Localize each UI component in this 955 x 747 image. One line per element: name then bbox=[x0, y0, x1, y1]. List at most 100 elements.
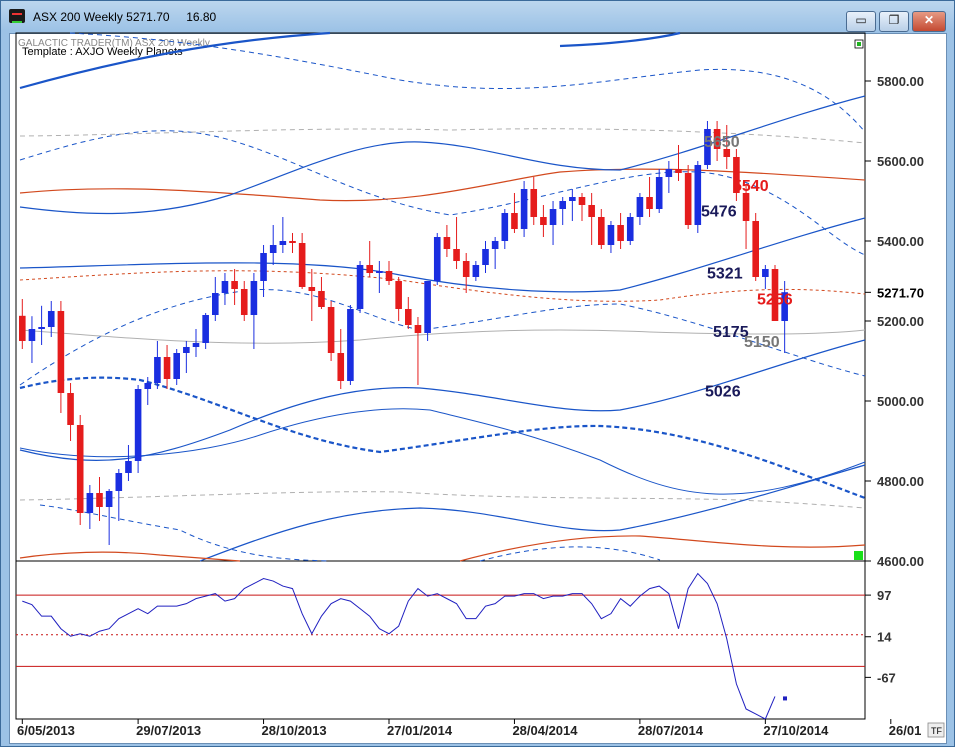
candle-body bbox=[19, 315, 26, 341]
candle bbox=[771, 265, 779, 321]
planet-line-blue-top bbox=[19, 31, 681, 90]
candle bbox=[154, 341, 161, 389]
candle bbox=[231, 269, 238, 305]
candle-body bbox=[183, 347, 190, 353]
candle-body bbox=[96, 493, 103, 507]
candle-body bbox=[163, 357, 171, 379]
candle-body bbox=[279, 241, 287, 245]
restore-button[interactable]: ❐ bbox=[879, 11, 909, 32]
candle-body bbox=[395, 281, 402, 309]
candle bbox=[520, 181, 528, 237]
candle-body bbox=[105, 491, 113, 507]
candle-body bbox=[269, 245, 277, 253]
candle bbox=[511, 193, 518, 233]
candle bbox=[250, 273, 258, 349]
candle bbox=[327, 301, 335, 361]
window-title: ASX 200 Weekly 5271.70 16.80 bbox=[33, 10, 217, 24]
candle bbox=[762, 265, 769, 289]
oscillator-panel-frame bbox=[15, 560, 866, 720]
candle bbox=[530, 177, 538, 225]
candle-body bbox=[520, 189, 528, 229]
tf-button[interactable] bbox=[927, 722, 945, 738]
oscillator-tick-label: 97 bbox=[877, 588, 891, 603]
planet-line-label: 5650 bbox=[704, 134, 740, 151]
candle bbox=[607, 221, 615, 253]
candle bbox=[269, 225, 277, 265]
planet-line-label: 5026 bbox=[705, 384, 741, 401]
candle bbox=[212, 277, 219, 321]
candle-body bbox=[67, 393, 74, 425]
title-bar[interactable]: ASX 200 Weekly 5271.70 16.80 ▭ ❐ ✕ bbox=[1, 1, 954, 33]
candle bbox=[491, 237, 499, 269]
candle-body bbox=[308, 287, 316, 291]
price-tick-label: 5800.00 bbox=[877, 74, 924, 89]
planet-line-red-5540 bbox=[19, 168, 866, 202]
panel-split-marker[interactable] bbox=[854, 551, 863, 560]
candle bbox=[86, 485, 94, 529]
candle-body bbox=[192, 343, 200, 347]
date-tick-label: 29/07/2013 bbox=[136, 723, 201, 738]
oscillator-tick-label: 14 bbox=[877, 630, 892, 645]
planet-line-red-5256 bbox=[19, 270, 866, 302]
candle-body bbox=[549, 209, 557, 225]
candle bbox=[655, 169, 663, 213]
candle bbox=[163, 345, 171, 389]
candle bbox=[472, 261, 480, 281]
planet-line-blue-dashed-1 bbox=[69, 32, 866, 133]
candle-body bbox=[57, 311, 65, 393]
candle-body bbox=[491, 241, 499, 249]
candle bbox=[125, 445, 132, 481]
candle-body bbox=[762, 269, 769, 277]
candle-body bbox=[28, 329, 36, 341]
candle bbox=[28, 316, 36, 363]
minimize-button[interactable]: ▭ bbox=[846, 11, 876, 32]
planet-line-gray-5150 bbox=[19, 329, 866, 344]
candle bbox=[105, 489, 113, 545]
candle bbox=[598, 209, 605, 249]
candle-body bbox=[115, 473, 123, 491]
candlestick-series bbox=[19, 121, 788, 545]
candle-body bbox=[462, 261, 470, 277]
candle bbox=[675, 145, 682, 181]
candle bbox=[144, 377, 152, 405]
candle-body bbox=[781, 292, 788, 321]
candle-body bbox=[250, 281, 258, 315]
candle bbox=[443, 225, 451, 257]
candle bbox=[356, 261, 364, 313]
price-tick-label: 4800.00 bbox=[877, 474, 924, 489]
candle bbox=[76, 415, 84, 525]
candle bbox=[453, 217, 460, 269]
candle bbox=[318, 277, 325, 309]
planet-line-label: 5175 bbox=[713, 324, 749, 341]
planet-lines bbox=[19, 31, 866, 562]
candle-body bbox=[665, 169, 673, 177]
planet-line-gray-lower bbox=[19, 491, 866, 509]
candle-body bbox=[752, 221, 759, 277]
candle-body bbox=[86, 493, 94, 513]
candle-body bbox=[212, 293, 219, 315]
candle-body bbox=[694, 165, 702, 225]
candle-body bbox=[771, 269, 779, 321]
candle-body bbox=[76, 425, 84, 513]
candle bbox=[636, 193, 644, 225]
last-price-label: 5271.70 bbox=[877, 285, 924, 300]
candle bbox=[462, 253, 470, 293]
planet-line-gray-5650 bbox=[19, 128, 866, 144]
candle bbox=[626, 213, 634, 245]
oscillator-panel: 97 14 -67 bbox=[16, 572, 896, 720]
candle-body bbox=[327, 307, 335, 353]
candle bbox=[482, 241, 489, 273]
candle bbox=[617, 213, 624, 249]
candle bbox=[704, 121, 711, 169]
candle bbox=[405, 297, 412, 329]
chart-pane[interactable] bbox=[9, 33, 947, 744]
panel-toggle-dot bbox=[857, 42, 861, 46]
chart-app-icon bbox=[9, 9, 25, 23]
candle bbox=[665, 161, 673, 193]
candle bbox=[424, 281, 431, 341]
close-button[interactable]: ✕ bbox=[912, 11, 946, 32]
price-tick-label: 5200.00 bbox=[877, 314, 924, 329]
candle-body bbox=[453, 249, 460, 261]
